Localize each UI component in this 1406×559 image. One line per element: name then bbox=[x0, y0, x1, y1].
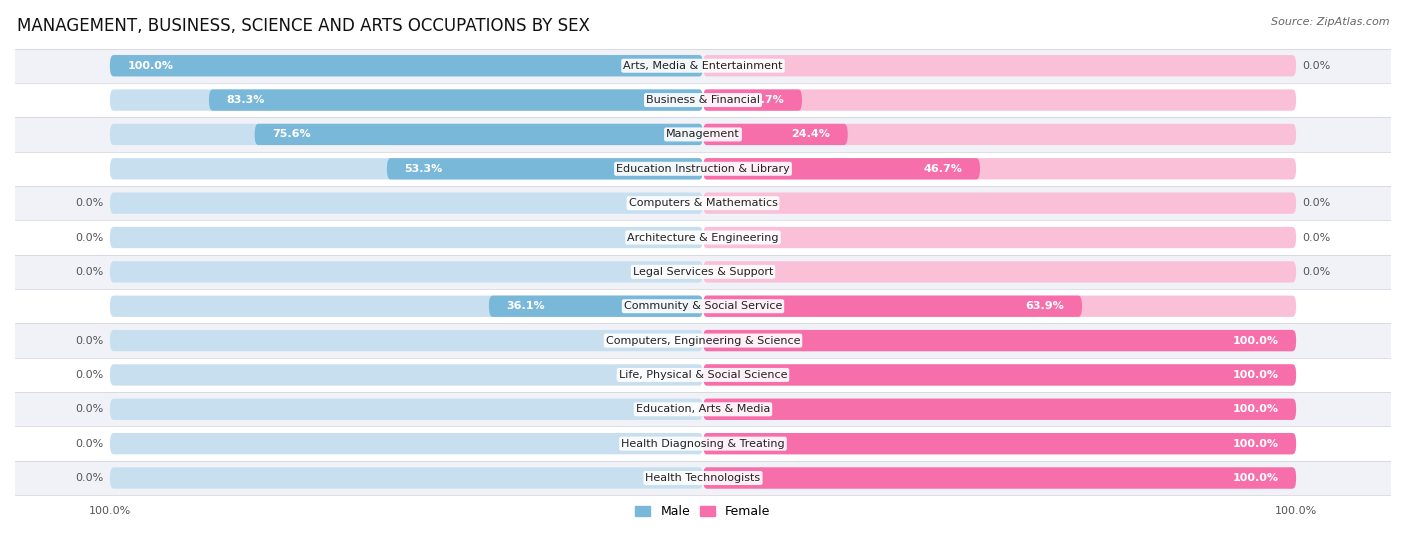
Text: 0.0%: 0.0% bbox=[76, 267, 104, 277]
FancyBboxPatch shape bbox=[110, 158, 703, 179]
Text: 0.0%: 0.0% bbox=[76, 439, 104, 449]
Text: MANAGEMENT, BUSINESS, SCIENCE AND ARTS OCCUPATIONS BY SEX: MANAGEMENT, BUSINESS, SCIENCE AND ARTS O… bbox=[17, 17, 589, 35]
Text: 100.0%: 100.0% bbox=[1232, 439, 1278, 449]
FancyBboxPatch shape bbox=[703, 158, 1296, 179]
Bar bbox=[15, 151, 1391, 186]
FancyBboxPatch shape bbox=[110, 467, 703, 489]
Text: 100.0%: 100.0% bbox=[128, 61, 174, 71]
FancyBboxPatch shape bbox=[110, 192, 703, 214]
FancyBboxPatch shape bbox=[703, 433, 1296, 454]
FancyBboxPatch shape bbox=[209, 89, 703, 111]
Text: Computers, Engineering & Science: Computers, Engineering & Science bbox=[606, 335, 800, 345]
Text: 63.9%: 63.9% bbox=[1025, 301, 1064, 311]
Text: 0.0%: 0.0% bbox=[1302, 267, 1330, 277]
FancyBboxPatch shape bbox=[703, 467, 1296, 489]
Text: 100.0%: 100.0% bbox=[1232, 473, 1278, 483]
Text: 0.0%: 0.0% bbox=[76, 233, 104, 243]
Bar bbox=[15, 289, 1391, 324]
FancyBboxPatch shape bbox=[110, 227, 703, 248]
Bar bbox=[15, 117, 1391, 151]
FancyBboxPatch shape bbox=[703, 330, 1296, 351]
Text: Architecture & Engineering: Architecture & Engineering bbox=[627, 233, 779, 243]
FancyBboxPatch shape bbox=[110, 399, 703, 420]
Text: 0.0%: 0.0% bbox=[76, 335, 104, 345]
FancyBboxPatch shape bbox=[703, 433, 1296, 454]
FancyBboxPatch shape bbox=[110, 55, 703, 77]
FancyBboxPatch shape bbox=[110, 364, 703, 386]
Text: Arts, Media & Entertainment: Arts, Media & Entertainment bbox=[623, 61, 783, 71]
Bar bbox=[15, 220, 1391, 255]
Text: 16.7%: 16.7% bbox=[745, 95, 785, 105]
Text: Computers & Mathematics: Computers & Mathematics bbox=[628, 198, 778, 208]
Text: Management: Management bbox=[666, 130, 740, 139]
FancyBboxPatch shape bbox=[110, 330, 703, 351]
Text: 0.0%: 0.0% bbox=[1302, 61, 1330, 71]
Text: 36.1%: 36.1% bbox=[506, 301, 546, 311]
Bar bbox=[15, 255, 1391, 289]
FancyBboxPatch shape bbox=[110, 433, 703, 454]
FancyBboxPatch shape bbox=[703, 55, 1296, 77]
Text: Business & Financial: Business & Financial bbox=[645, 95, 761, 105]
FancyBboxPatch shape bbox=[703, 89, 801, 111]
Bar bbox=[15, 83, 1391, 117]
FancyBboxPatch shape bbox=[254, 124, 703, 145]
FancyBboxPatch shape bbox=[703, 364, 1296, 386]
Text: 46.7%: 46.7% bbox=[924, 164, 962, 174]
FancyBboxPatch shape bbox=[703, 89, 1296, 111]
Legend: Male, Female: Male, Female bbox=[630, 500, 776, 523]
Bar bbox=[15, 324, 1391, 358]
Text: 100.0%: 100.0% bbox=[1232, 370, 1278, 380]
FancyBboxPatch shape bbox=[703, 227, 1296, 248]
FancyBboxPatch shape bbox=[387, 158, 703, 179]
FancyBboxPatch shape bbox=[703, 364, 1296, 386]
Text: 83.3%: 83.3% bbox=[226, 95, 266, 105]
Bar bbox=[15, 186, 1391, 220]
Text: 100.0%: 100.0% bbox=[1275, 506, 1317, 516]
FancyBboxPatch shape bbox=[703, 158, 980, 179]
Text: 53.3%: 53.3% bbox=[405, 164, 443, 174]
FancyBboxPatch shape bbox=[703, 296, 1083, 317]
Text: 0.0%: 0.0% bbox=[1302, 198, 1330, 208]
FancyBboxPatch shape bbox=[703, 124, 1296, 145]
FancyBboxPatch shape bbox=[703, 296, 1296, 317]
Bar bbox=[15, 392, 1391, 427]
FancyBboxPatch shape bbox=[489, 296, 703, 317]
Text: Community & Social Service: Community & Social Service bbox=[624, 301, 782, 311]
Text: Education, Arts & Media: Education, Arts & Media bbox=[636, 404, 770, 414]
FancyBboxPatch shape bbox=[110, 261, 703, 282]
Text: Life, Physical & Social Science: Life, Physical & Social Science bbox=[619, 370, 787, 380]
Bar bbox=[15, 49, 1391, 83]
Text: 100.0%: 100.0% bbox=[1232, 404, 1278, 414]
Text: 100.0%: 100.0% bbox=[89, 506, 131, 516]
FancyBboxPatch shape bbox=[703, 467, 1296, 489]
Text: Source: ZipAtlas.com: Source: ZipAtlas.com bbox=[1271, 17, 1389, 27]
FancyBboxPatch shape bbox=[703, 192, 1296, 214]
FancyBboxPatch shape bbox=[703, 399, 1296, 420]
Text: Legal Services & Support: Legal Services & Support bbox=[633, 267, 773, 277]
FancyBboxPatch shape bbox=[110, 296, 703, 317]
Bar bbox=[15, 427, 1391, 461]
FancyBboxPatch shape bbox=[703, 261, 1296, 282]
Text: 0.0%: 0.0% bbox=[76, 198, 104, 208]
Bar bbox=[15, 461, 1391, 495]
Text: 0.0%: 0.0% bbox=[76, 404, 104, 414]
FancyBboxPatch shape bbox=[110, 55, 703, 77]
Text: 0.0%: 0.0% bbox=[76, 473, 104, 483]
FancyBboxPatch shape bbox=[110, 89, 703, 111]
FancyBboxPatch shape bbox=[703, 124, 848, 145]
FancyBboxPatch shape bbox=[703, 399, 1296, 420]
Text: 0.0%: 0.0% bbox=[76, 370, 104, 380]
Text: Education Instruction & Library: Education Instruction & Library bbox=[616, 164, 790, 174]
Text: 0.0%: 0.0% bbox=[1302, 233, 1330, 243]
Text: 100.0%: 100.0% bbox=[1232, 335, 1278, 345]
Text: 75.6%: 75.6% bbox=[273, 130, 311, 139]
Bar bbox=[15, 358, 1391, 392]
Text: 24.4%: 24.4% bbox=[792, 130, 830, 139]
Text: Health Diagnosing & Treating: Health Diagnosing & Treating bbox=[621, 439, 785, 449]
Text: Health Technologists: Health Technologists bbox=[645, 473, 761, 483]
FancyBboxPatch shape bbox=[703, 330, 1296, 351]
FancyBboxPatch shape bbox=[110, 124, 703, 145]
